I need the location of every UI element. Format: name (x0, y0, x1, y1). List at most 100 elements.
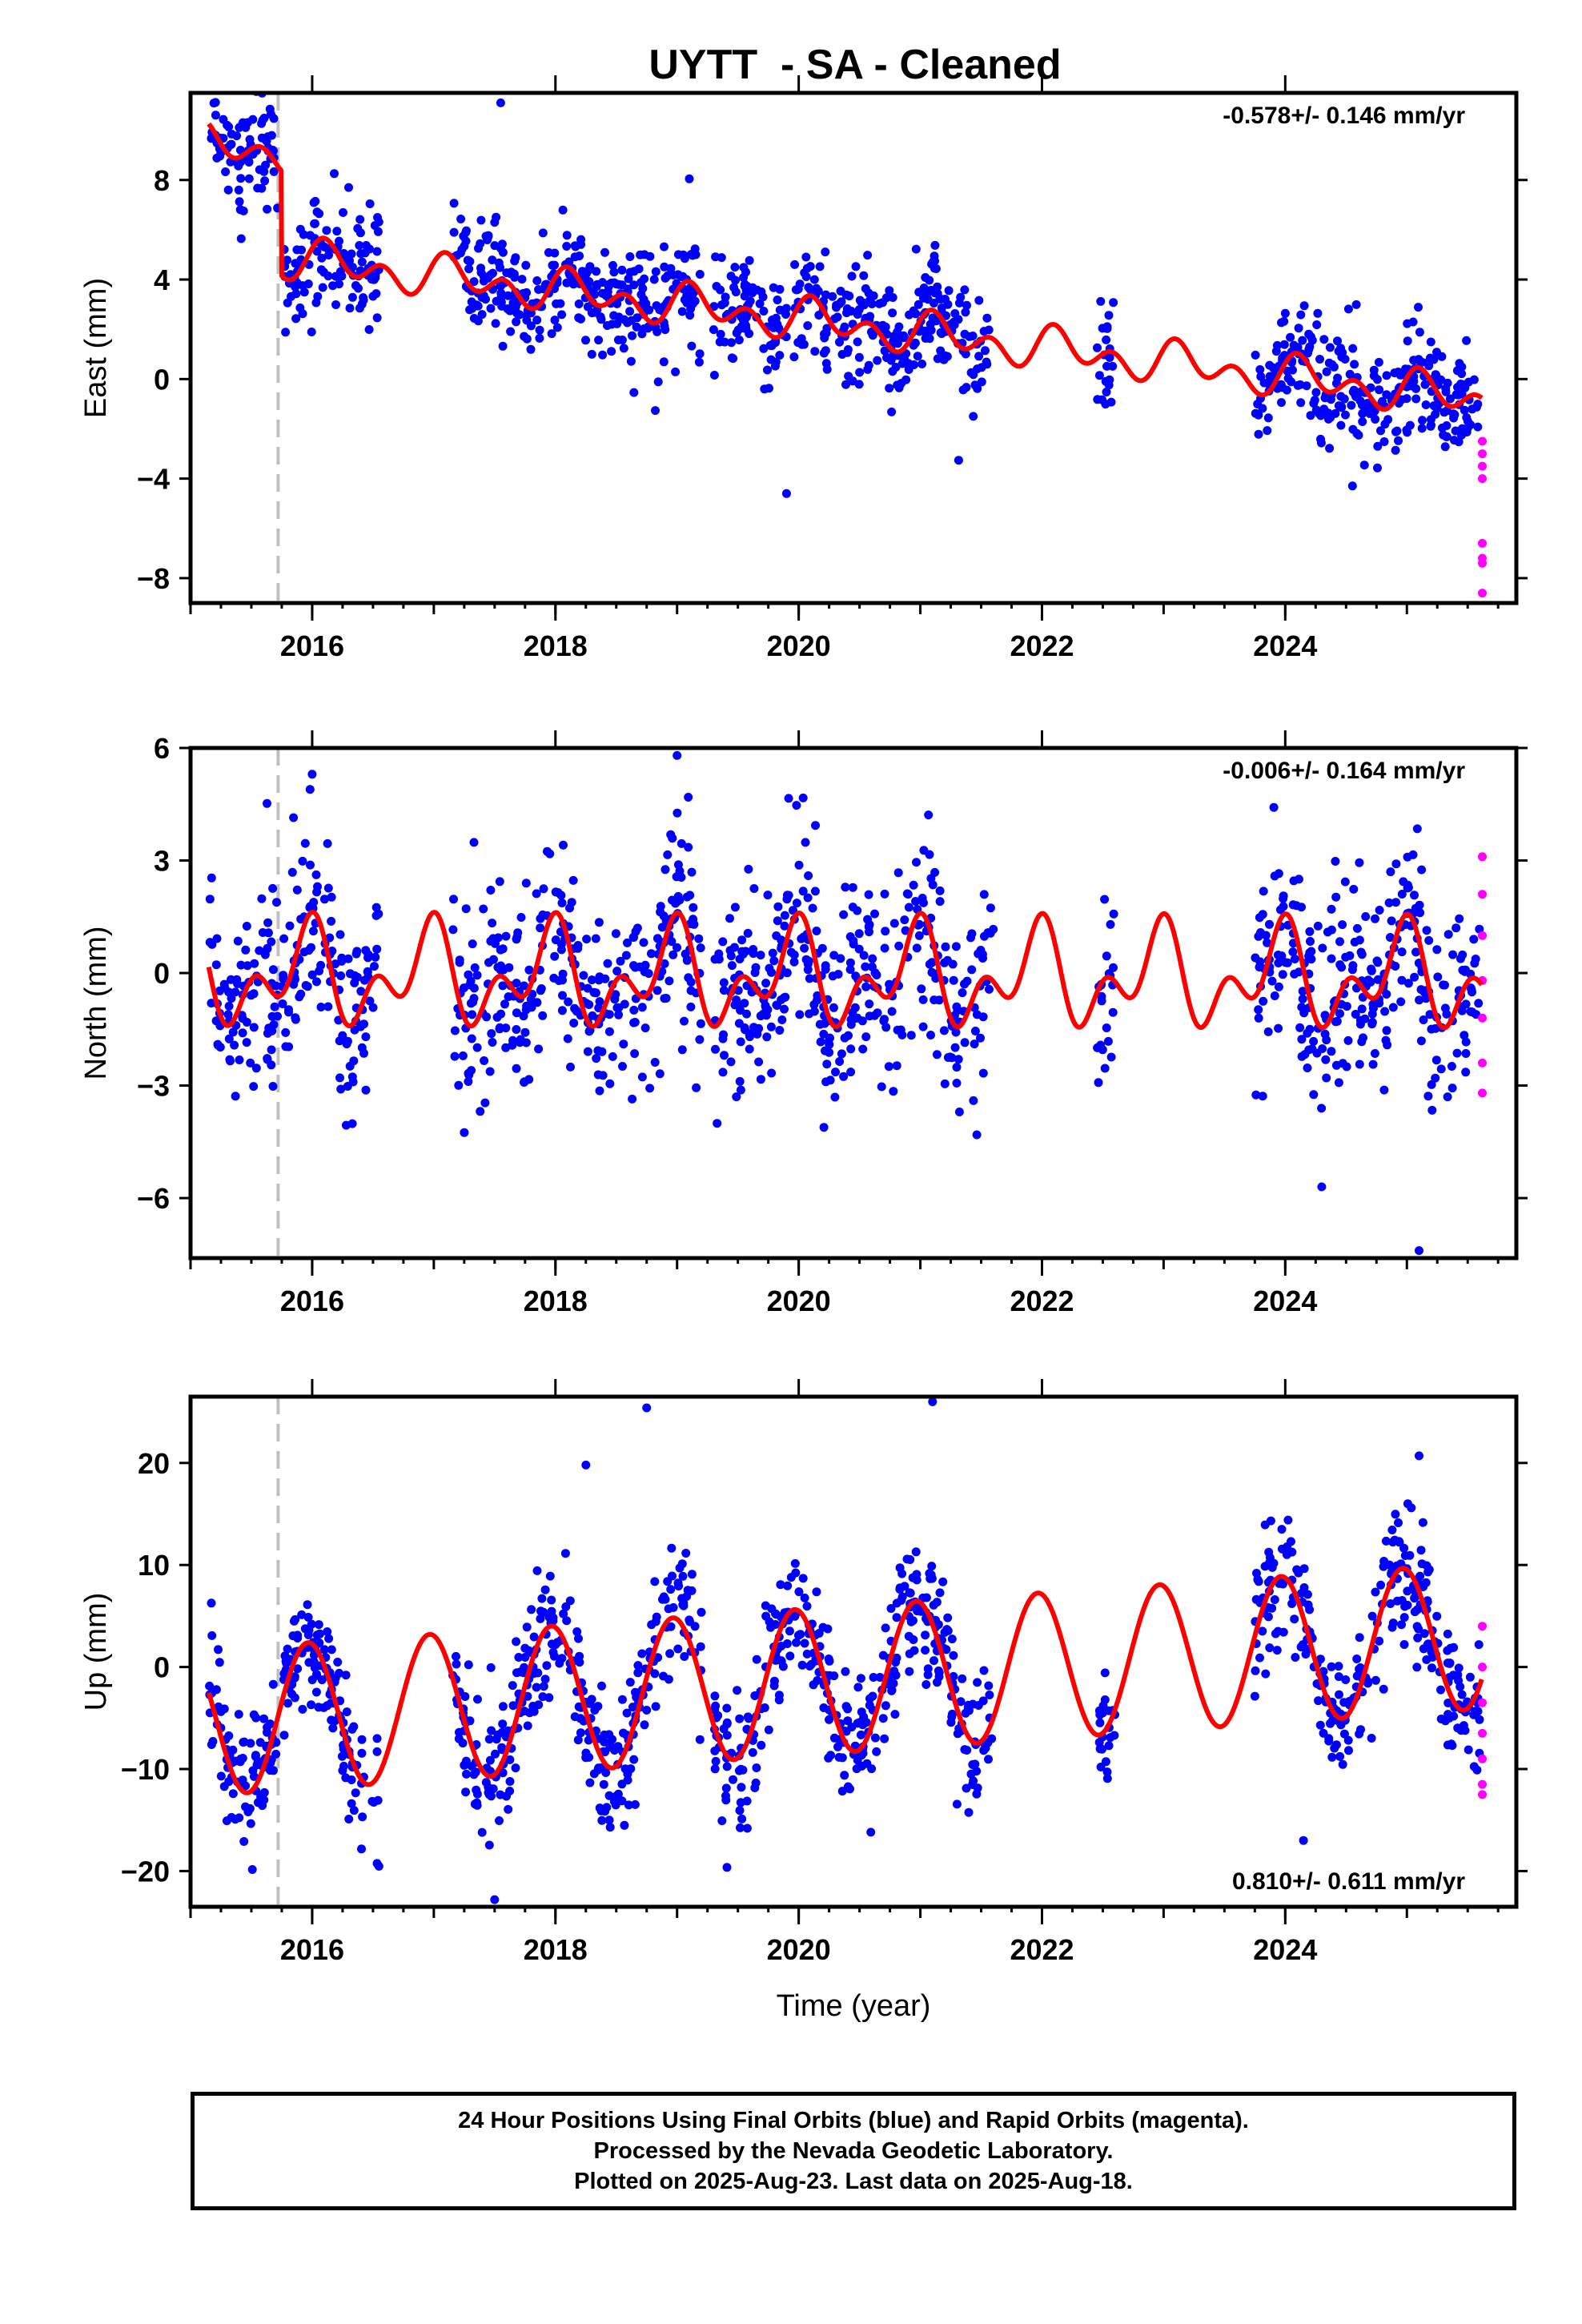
data-point (500, 1728, 510, 1738)
data-point (696, 1019, 705, 1028)
data-point (617, 1779, 627, 1789)
data-point (857, 1016, 867, 1026)
data-point (1427, 1663, 1436, 1673)
data-point (259, 1787, 269, 1797)
data-point (470, 963, 480, 972)
data-point (1283, 1515, 1293, 1525)
data-point (688, 289, 697, 299)
data-point (1425, 1010, 1435, 1019)
data-point (355, 215, 365, 224)
data-point (604, 1010, 614, 1019)
data-point (1327, 954, 1336, 963)
data-point (719, 978, 729, 987)
data-point (653, 1653, 663, 1663)
data-point (722, 1731, 732, 1740)
data-point (1424, 935, 1434, 945)
data-point (736, 312, 745, 321)
data-point (490, 1895, 500, 1904)
data-point (455, 958, 464, 967)
data-point (1448, 950, 1458, 959)
data-point (652, 327, 662, 336)
data-point (1397, 947, 1407, 957)
data-point (668, 834, 677, 843)
data-point (743, 928, 753, 938)
data-point (841, 380, 850, 389)
data-point (522, 334, 532, 344)
data-point (594, 336, 604, 345)
data-point (505, 1777, 515, 1786)
rapid-point (1478, 436, 1487, 446)
y-tick-label: 6 (154, 732, 170, 765)
data-point (1411, 384, 1421, 393)
data-point (833, 970, 843, 979)
data-point (490, 218, 500, 227)
data-point (951, 942, 961, 951)
data-point (331, 1673, 340, 1683)
data-point (1281, 1546, 1291, 1556)
data-point (979, 327, 989, 336)
data-point (1102, 322, 1112, 332)
data-point (234, 185, 243, 195)
data-point (750, 1691, 760, 1700)
data-point (819, 1029, 829, 1039)
data-point (1439, 430, 1448, 440)
data-point (303, 982, 312, 991)
data-point (1357, 1037, 1367, 1047)
data-point (618, 1062, 627, 1071)
data-point (1472, 402, 1481, 412)
data-point (484, 1840, 494, 1850)
data-point (682, 955, 692, 964)
data-point (304, 1658, 314, 1667)
data-point (1457, 430, 1466, 440)
data-point (841, 1667, 850, 1676)
data-point (1251, 408, 1260, 418)
data-point (986, 903, 995, 913)
data-point (1382, 390, 1391, 400)
rapid-orbit-points (1478, 1622, 1487, 1799)
data-point (828, 292, 837, 301)
data-point (733, 1686, 742, 1695)
data-point (1418, 1518, 1427, 1527)
data-point (625, 1678, 635, 1687)
data-point (763, 365, 772, 375)
data-point (1391, 1510, 1400, 1519)
data-point (949, 1671, 958, 1681)
data-point (1343, 1035, 1353, 1045)
data-point (673, 943, 681, 952)
data-point (1287, 377, 1296, 387)
data-point (625, 252, 635, 261)
data-point (1419, 1629, 1429, 1638)
data-point (795, 1010, 805, 1019)
data-point (856, 1730, 865, 1739)
data-point (283, 1699, 292, 1708)
data-point (1370, 1049, 1379, 1058)
data-point (231, 987, 240, 997)
data-point (681, 1549, 691, 1558)
data-point (1094, 1706, 1104, 1715)
data-point (604, 1730, 614, 1739)
data-point (1290, 955, 1299, 963)
data-point (637, 329, 647, 339)
data-point (460, 1760, 469, 1770)
data-point (893, 868, 903, 878)
data-point (205, 938, 215, 947)
data-point (793, 338, 803, 348)
data-point (590, 1706, 600, 1715)
data-point (1380, 1007, 1390, 1016)
data-point (318, 283, 327, 292)
data-point (737, 322, 746, 332)
data-point (582, 935, 592, 944)
x-tick-label: 2022 (1010, 1285, 1074, 1317)
data-point (357, 1735, 367, 1744)
data-point (469, 838, 479, 847)
data-point (771, 1609, 780, 1618)
data-point (1403, 336, 1412, 346)
data-point (550, 951, 560, 961)
data-point (374, 909, 383, 919)
data-point (220, 983, 230, 992)
data-point (931, 316, 941, 326)
data-point (273, 1011, 282, 1021)
data-point (1420, 380, 1430, 389)
data-point (488, 919, 497, 928)
data-point (461, 904, 471, 914)
